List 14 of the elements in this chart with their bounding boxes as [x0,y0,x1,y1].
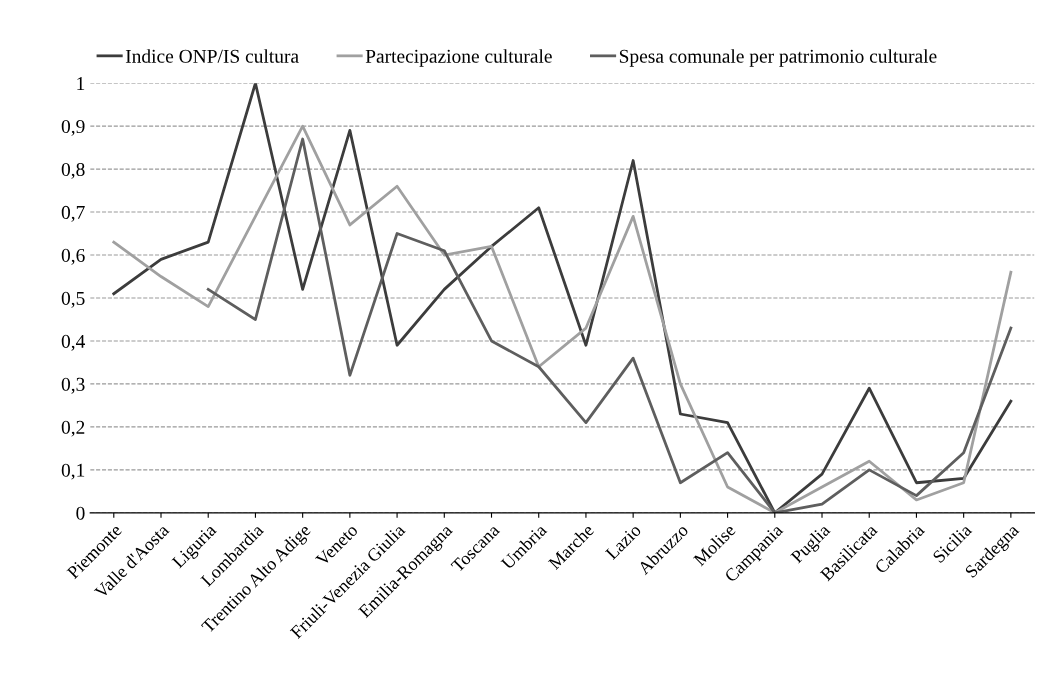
y-tick-label: 1 [77,77,85,90]
legend-label: Partecipazione culturale [365,49,552,67]
y-tick-label: 0,5 [61,291,85,308]
y-tick-label: 0,2 [61,420,85,437]
y-tick-label: 0,8 [61,162,85,179]
legend-label: Indice ONP/IS cultura [125,49,299,63]
legend-label: Spesa comunale per patrimonio culturale [619,49,937,67]
y-tick-label: 0,7 [61,205,85,222]
y-tick-label: 0,1 [61,463,85,480]
y-tick-label: 0 [76,506,85,520]
y-tick-label: 0,4 [61,334,86,351]
y-tick-label: 0,9 [61,119,85,136]
y-tick-label: 0,3 [61,377,85,394]
y-tick-label: 0,6 [61,248,85,265]
